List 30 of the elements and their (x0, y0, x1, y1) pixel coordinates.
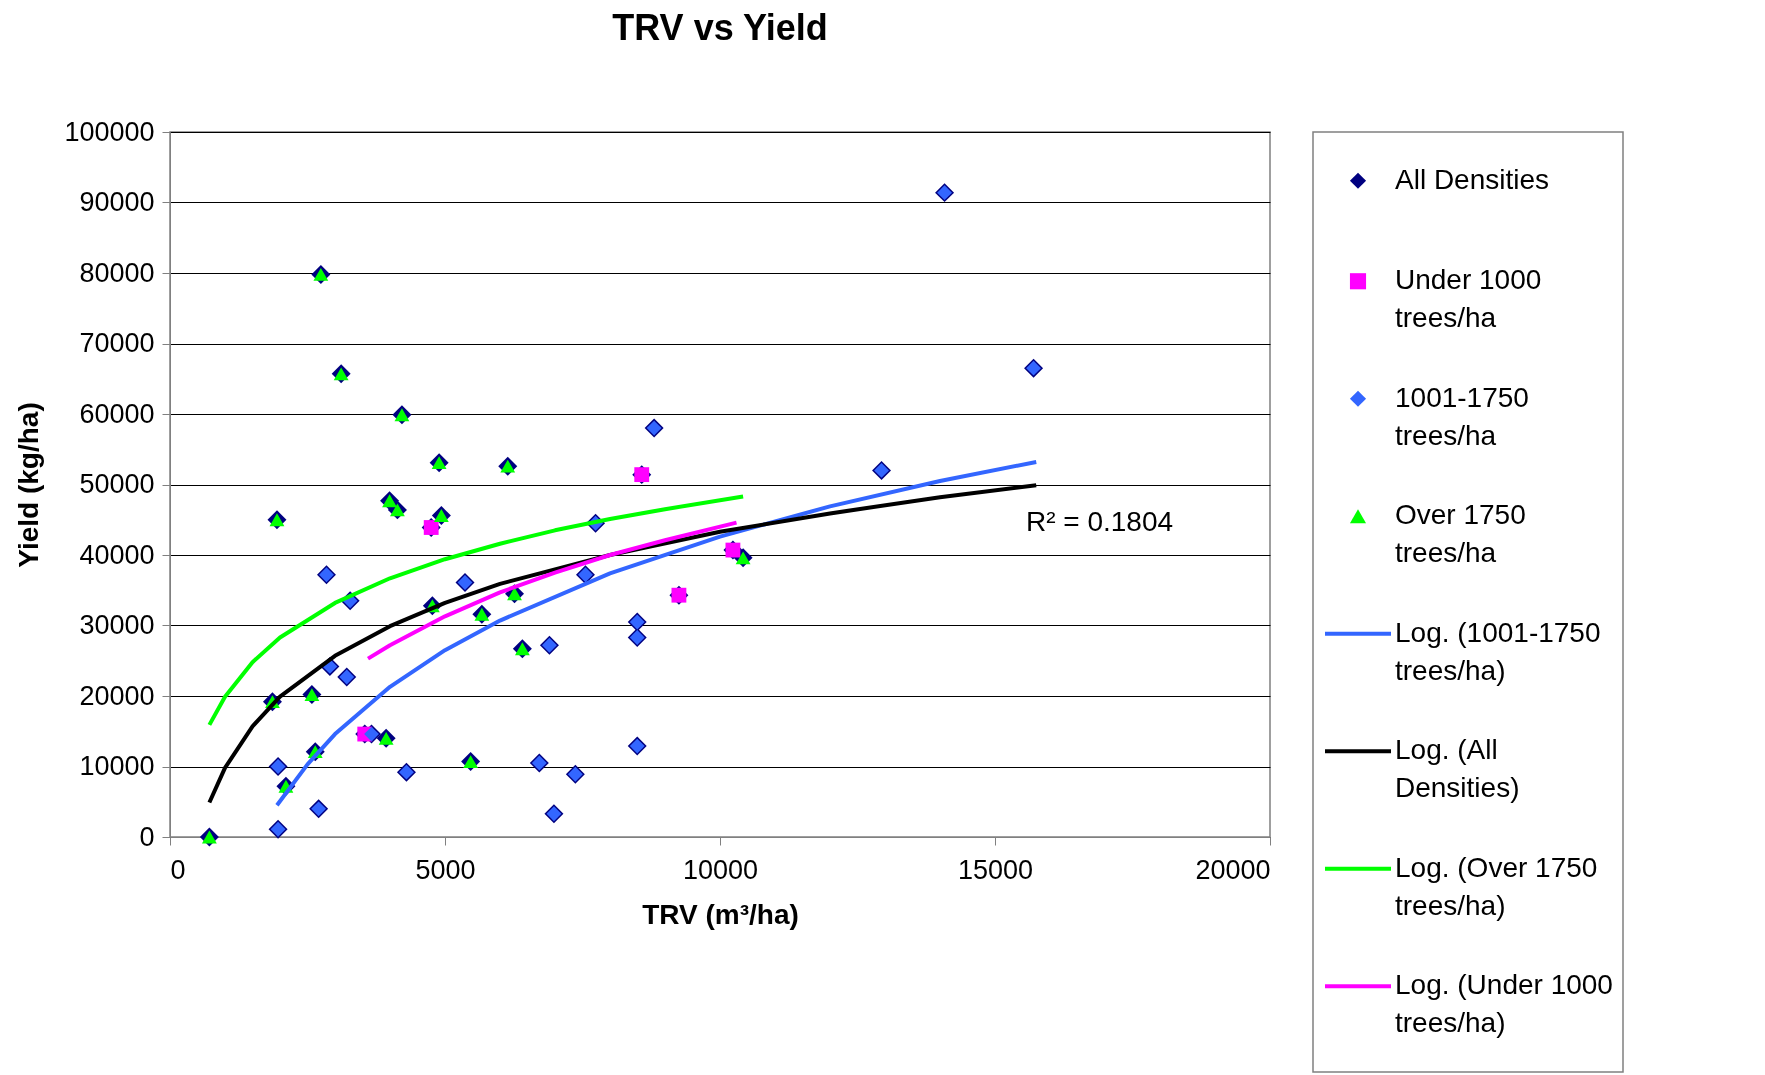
y-tick-label: 40000 (79, 539, 155, 570)
x-tick-label: 20000 (1195, 854, 1271, 885)
line-series (366, 520, 739, 661)
x-tick-label: 0 (170, 854, 186, 885)
y-tick-label: 20000 (79, 680, 155, 711)
x-tick-label: 5000 (415, 854, 476, 885)
x-tick-label: 15000 (957, 854, 1034, 885)
line-series (207, 494, 746, 727)
legend-label: Over 1750 trees/ha (1395, 499, 1526, 569)
legend-label: Log. (Under 1000 trees/ha) (1395, 969, 1613, 1039)
legend-label: Log. (Over 1750 trees/ha) (1395, 851, 1598, 921)
legend-label: Under 1000 trees/ha (1395, 264, 1542, 334)
y-tick-label: 80000 (79, 257, 155, 288)
y-tick-label: 0 (139, 821, 155, 852)
y-tick-label: 70000 (79, 328, 155, 358)
y-tick-label: 90000 (79, 187, 155, 217)
y-tick-label: 60000 (79, 398, 155, 429)
y-tick-label: 30000 (79, 610, 155, 640)
legend-label: All Densities (1395, 163, 1550, 195)
annotation: R² = 0.1804 (1025, 506, 1174, 538)
x-tick-label: 10000 (682, 854, 759, 885)
y-axis-title: Yield (kg/ha) (13, 402, 45, 568)
x-axis-title: TRV (m³/ha) (642, 898, 799, 930)
y-tick-label: 100000 (64, 116, 155, 147)
chart-title: TRV vs Yield (612, 7, 828, 48)
y-tick-label: 50000 (79, 469, 155, 499)
legend-label: Log. (All Densities) (1395, 734, 1520, 804)
legend-label: Log. (1001-1750 trees/ha) (1395, 616, 1601, 686)
y-tick-label: 10000 (79, 751, 155, 781)
legend-label: 1001-1750 trees/ha (1395, 381, 1529, 451)
